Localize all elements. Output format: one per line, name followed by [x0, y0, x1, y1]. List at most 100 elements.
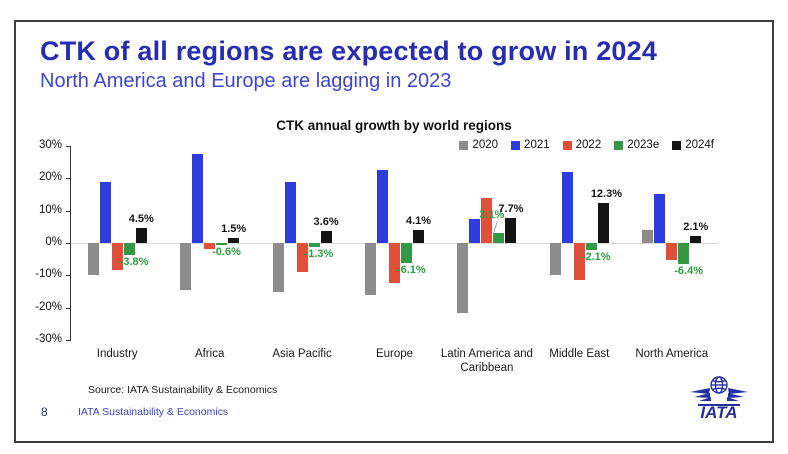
y-tick-label: -20% [35, 300, 62, 313]
bar-2023e-middle-east [585, 243, 597, 250]
bar-2021-industry [99, 181, 111, 243]
data-label-2024f: 4.1% [405, 214, 432, 227]
x-axis-label: North America [635, 348, 709, 360]
chart-legend: 2020 2021 2022 2023e 2024f [459, 139, 714, 151]
bar-2022-middle-east [573, 243, 585, 280]
data-label-2023e: 3.1% [479, 208, 505, 221]
chart-title: CTK annual growth by world regions [276, 118, 512, 133]
legend-item-2022: 2022 [562, 139, 602, 151]
legend-label: 2024f [685, 139, 714, 151]
legend-label: 2021 [524, 139, 550, 151]
bar-2023e-europe [400, 243, 412, 263]
y-tick-mark [66, 243, 71, 244]
iata-logo-text: IATA [700, 403, 737, 422]
data-label-2023e: -3.8% [119, 256, 149, 269]
x-axis-label: Europe [375, 348, 414, 360]
bar-2021-asia-pacific [284, 181, 296, 243]
bar-group-north-america: -6.4% 2.1% North America [626, 146, 718, 360]
bar-2024f-middle-east [597, 203, 609, 243]
bar-2021-europe [376, 169, 388, 243]
bars: -6.4% 2.1% [642, 146, 708, 340]
bars: 3.1% 7.7% [457, 146, 523, 340]
iata-logo: IATA [686, 374, 752, 424]
bar-2024f-north-america [690, 236, 702, 243]
legend-label: 2020 [472, 139, 499, 151]
legend-swatch-2022 [562, 140, 572, 150]
bar-group-europe: -6.1% 4.1% Europe [348, 146, 440, 360]
bar-2020-europe [364, 243, 376, 296]
bar-2022-africa [204, 243, 216, 249]
bar-2021-north-america [654, 193, 666, 243]
y-tick-label: 0% [45, 236, 62, 248]
bars: -6.1% 4.1% [364, 146, 431, 340]
bar-2021-africa [192, 154, 204, 243]
bar-2023e-industry [123, 243, 135, 256]
bar-group-africa: -0.6% 1.5% Africa [163, 146, 255, 360]
y-tick-mark [66, 275, 71, 277]
data-label-2024f: 7.7% [498, 203, 524, 216]
bars: -3.8% 4.5% [87, 146, 154, 340]
bar-2022-latin-america-and-caribbean [481, 197, 493, 243]
bar-2023e-north-america [678, 243, 690, 264]
source-note: Source: IATA Sustainability & Economics [88, 384, 278, 396]
bar-2024f-asia-pacific [320, 231, 332, 243]
legend-label: 2023e [627, 139, 660, 151]
legend-swatch-2023e [614, 140, 624, 150]
y-tick-label: 10% [38, 203, 62, 216]
data-label-2023e: -6.1% [396, 263, 426, 276]
plot-area: -3.8% 4.5% Industry -0.6% 1.5% Africa -1.3% 3.6… [71, 146, 718, 374]
bar-2020-industry [87, 243, 99, 275]
data-label-2024f: 1.5% [221, 223, 247, 236]
page-number: 8 [41, 405, 48, 419]
bar-group-industry: -3.8% 4.5% Industry [71, 146, 163, 360]
legend-swatch-2024f [672, 140, 682, 150]
y-tick-mark [66, 146, 71, 147]
data-label-2024f: 3.6% [313, 216, 339, 229]
data-label-2023e: -2.1% [581, 250, 611, 263]
bar-2022-europe [388, 243, 400, 284]
bar-2024f-europe [412, 229, 424, 243]
y-tick-label: -30% [35, 333, 62, 345]
bar-group-asia-pacific: -1.3% 3.6% Asia Pacific [256, 146, 348, 360]
x-axis-label: Industry [96, 348, 138, 360]
label-leader-line [493, 221, 499, 233]
slide-title: CTK of all regions are expected to grow … [40, 36, 658, 66]
y-tick-label: 20% [38, 171, 62, 184]
bar-2024f-latin-america-and-caribbean [505, 218, 517, 243]
y-tick-mark [66, 307, 71, 309]
x-axis-label: Middle East [549, 348, 610, 360]
bar-2020-asia-pacific [272, 243, 284, 293]
legend-item-2021: 2021 [511, 139, 550, 151]
y-tick-label: 30% [38, 139, 62, 151]
bar-2024f-africa [228, 238, 240, 243]
data-label-2023e: -0.6% [212, 245, 241, 258]
bar-group-latin-america-and-caribbean: 3.1% 7.7% Latin America and Caribbean [441, 146, 533, 374]
x-axis-label: Latin America and Caribbean [440, 348, 533, 375]
data-label-2024f: 12.3% [590, 188, 623, 201]
bar-2024f-industry [135, 228, 147, 243]
bar-2023e-africa [216, 243, 228, 245]
legend-swatch-2020 [459, 140, 469, 150]
bar-2022-industry [111, 243, 123, 271]
y-tick-mark [66, 178, 71, 180]
y-tick-label: -10% [35, 268, 62, 281]
legend-item-2023e: 2023e [614, 139, 659, 151]
x-axis-label: Asia Pacific [272, 348, 332, 360]
bar-2020-north-america [642, 230, 654, 243]
bar-2023e-latin-america-and-caribbean [493, 232, 505, 243]
bars: -2.1% 12.3% [549, 146, 622, 340]
bar-group-middle-east: -2.1% 12.3% Middle East [533, 146, 625, 360]
data-label-2024f: 4.5% [128, 213, 154, 226]
data-label-2023e: -6.4% [674, 264, 703, 277]
legend-swatch-2021 [511, 140, 521, 150]
bars: -1.3% 3.6% [272, 146, 339, 340]
data-label-2024f: 2.1% [683, 221, 709, 234]
footer-text: IATA Sustainability & Economics [78, 406, 229, 418]
legend-item-2020: 2020 [459, 139, 498, 151]
bar-2022-asia-pacific [296, 243, 308, 273]
data-label-2023e: -1.3% [304, 248, 334, 261]
bar-2020-latin-america-and-caribbean [457, 243, 469, 313]
bar-2021-latin-america-and-caribbean [469, 218, 481, 243]
legend-label: 2022 [575, 139, 602, 151]
bar-2022-north-america [666, 243, 678, 261]
